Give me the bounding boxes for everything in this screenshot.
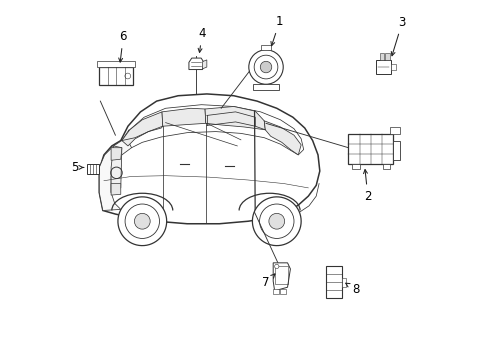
Bar <box>348 134 392 164</box>
Polygon shape <box>264 121 301 155</box>
Text: 5: 5 <box>71 161 83 174</box>
Text: 2: 2 <box>363 170 371 203</box>
Polygon shape <box>122 112 163 146</box>
Bar <box>390 64 395 70</box>
Circle shape <box>274 264 278 269</box>
Polygon shape <box>111 148 122 160</box>
Bar <box>280 289 285 294</box>
Text: 4: 4 <box>198 27 205 52</box>
Bar <box>273 289 278 294</box>
Bar <box>382 164 389 169</box>
Circle shape <box>248 50 283 84</box>
Bar <box>274 266 287 284</box>
Polygon shape <box>118 197 166 246</box>
Bar <box>325 266 342 298</box>
Text: 1: 1 <box>270 15 283 46</box>
Bar <box>379 53 384 60</box>
Polygon shape <box>389 127 400 134</box>
Bar <box>253 84 278 90</box>
Polygon shape <box>111 146 122 193</box>
Polygon shape <box>162 108 205 126</box>
Text: 7: 7 <box>262 274 274 289</box>
Text: 3: 3 <box>390 16 405 56</box>
Polygon shape <box>202 60 206 69</box>
Bar <box>87 164 99 174</box>
Circle shape <box>260 61 271 73</box>
Polygon shape <box>99 94 319 224</box>
Bar <box>97 61 135 67</box>
Polygon shape <box>252 197 301 246</box>
Polygon shape <box>99 130 131 211</box>
Bar <box>99 67 133 85</box>
Circle shape <box>134 213 150 229</box>
Polygon shape <box>111 184 121 195</box>
Bar <box>342 278 346 287</box>
Text: 6: 6 <box>119 30 127 62</box>
Bar <box>351 164 359 169</box>
Bar <box>376 60 390 74</box>
Polygon shape <box>188 58 203 69</box>
Text: 8: 8 <box>345 283 359 296</box>
Polygon shape <box>204 107 265 130</box>
Circle shape <box>268 213 284 229</box>
Polygon shape <box>273 263 290 291</box>
Bar <box>385 53 389 60</box>
Polygon shape <box>128 105 303 155</box>
Bar <box>261 45 270 50</box>
Bar <box>392 141 400 159</box>
